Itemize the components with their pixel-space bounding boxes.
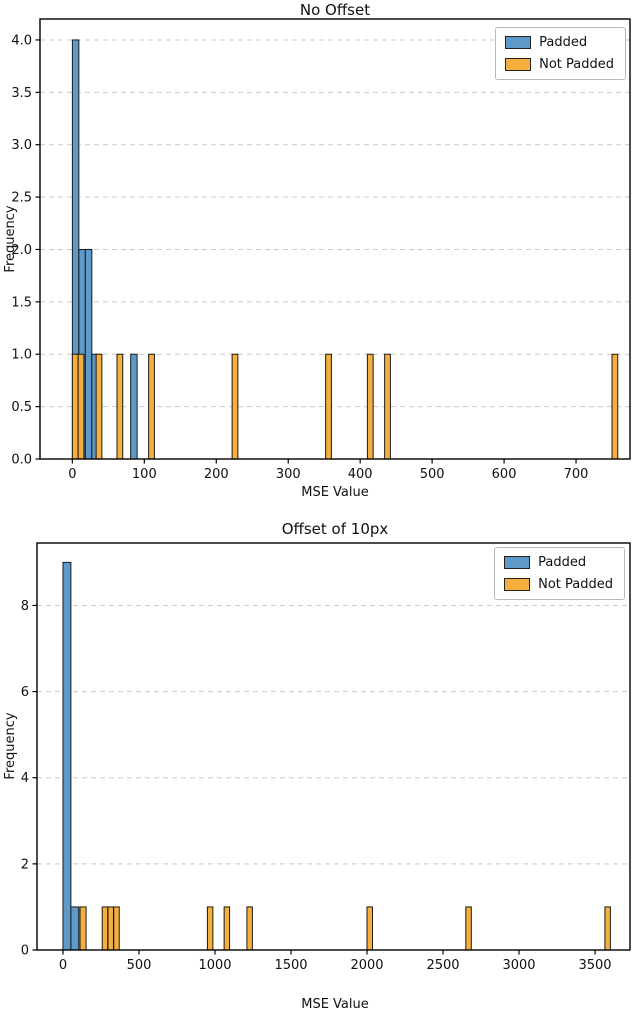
y-tick-label: 0.5 (11, 400, 32, 415)
x-tick-label: 1500 (274, 958, 307, 973)
bar-not_padded (611, 353, 619, 460)
y-tick-label: 1.0 (11, 348, 32, 363)
legend-item-padded: Padded (504, 555, 613, 570)
bar-not_padded (107, 906, 114, 951)
bar-not_padded (223, 906, 231, 951)
y-axis-label: Frequency (3, 205, 18, 273)
bar-not_padded (206, 906, 214, 951)
bar-not_padded (101, 906, 109, 951)
bar-not_padded (79, 906, 87, 951)
bar-not_padded (246, 906, 253, 951)
bar-not_padded (604, 906, 611, 951)
legend: Padded Not Padded (494, 547, 625, 600)
legend-item-padded: Padded (505, 35, 614, 50)
y-tick-label: 4.0 (11, 33, 32, 48)
histogram-canvas-offset-10px: 0 500 1000 1500 2000 2500 3000 3500 0 2 4 6 8 (21, 542, 631, 973)
legend-label: Not Padded (538, 577, 613, 592)
x-axis-label: MSE Value (301, 485, 369, 500)
bar-not_padded (325, 353, 332, 460)
not-padded-swatch-icon (504, 578, 531, 591)
plot-border (36, 542, 631, 951)
bar-not_padded (384, 353, 391, 460)
x-tick-label: 500 (420, 467, 445, 482)
x-tick-label: 3500 (578, 958, 611, 973)
x-tick-label: 400 (348, 467, 373, 482)
padded-swatch-icon (505, 36, 532, 49)
plot-border (39, 18, 631, 460)
y-tick-label: 2.0 (11, 243, 32, 258)
x-tick-label: 2000 (350, 958, 383, 973)
bar-not_padded (148, 353, 155, 460)
x-tick-label: 700 (564, 467, 589, 482)
bar-padded (84, 248, 93, 460)
legend-item-not-padded: Not Padded (504, 577, 613, 592)
bar-not_padded (95, 353, 103, 460)
legend-label: Padded (539, 35, 588, 50)
bar-not_padded (116, 353, 124, 460)
y-tick-label: 2 (21, 857, 29, 872)
bar-not_padded (71, 353, 79, 460)
y-tick-label: 8 (21, 599, 29, 614)
histogram-canvas-no-offset: 0 100 200 300 400 500 600 700 0.0 0.5 1.0 1.5 2.0 2.5… (11, 18, 631, 482)
bar-not_padded (113, 906, 120, 951)
chart-no-offset: 0 100 200 300 400 500 600 700 0.0 0.5 1.0 1.5 2.0 2.5… (3, 1, 631, 500)
y-axis-label: Frequency (3, 712, 18, 780)
x-tick-label: 600 (492, 467, 517, 482)
y-tick-label: 3.0 (11, 138, 32, 153)
chart-title: Offset of 10px (281, 520, 389, 538)
y-tick-label: 4 (21, 771, 29, 786)
bar-padded (70, 906, 80, 951)
y-tick-label: 1.5 (11, 295, 32, 310)
x-axis-label: MSE Value (301, 997, 369, 1012)
x-tick-label: 300 (276, 467, 301, 482)
bar-not_padded (231, 353, 239, 460)
bar-padded (62, 561, 72, 951)
bar-not_padded (366, 906, 373, 951)
chart-title: No Offset (299, 1, 371, 19)
y-tick-label: 0.0 (11, 453, 32, 468)
x-tick-label: 2500 (426, 958, 459, 973)
y-tick-label: 2.5 (11, 191, 32, 206)
bar-not_padded (77, 353, 85, 460)
chart-offset-10px: 0 500 1000 1500 2000 2500 3000 3500 0 2 4 6 8 Offset… (0, 516, 640, 1031)
x-tick-label: 0 (59, 958, 67, 973)
padded-swatch-icon (504, 556, 531, 569)
bar-not_padded (366, 353, 374, 460)
y-tick-label: 3.5 (11, 86, 32, 101)
legend: Padded Not Padded (495, 27, 626, 80)
legend-label: Padded (538, 555, 587, 570)
x-tick-label: 200 (204, 467, 229, 482)
x-tick-label: 1000 (198, 958, 231, 973)
x-tick-label: 0 (68, 467, 76, 482)
not-padded-swatch-icon (505, 58, 532, 71)
x-tick-label: 100 (132, 467, 157, 482)
x-tick-label: 3000 (502, 958, 535, 973)
y-tick-label: 6 (21, 685, 29, 700)
legend-label: Not Padded (539, 57, 614, 72)
legend-item-not-padded: Not Padded (505, 57, 614, 72)
bar-padded (130, 353, 138, 460)
x-tick-label: 500 (127, 958, 152, 973)
y-tick-label: 0 (21, 944, 29, 959)
bar-not_padded (465, 906, 472, 951)
